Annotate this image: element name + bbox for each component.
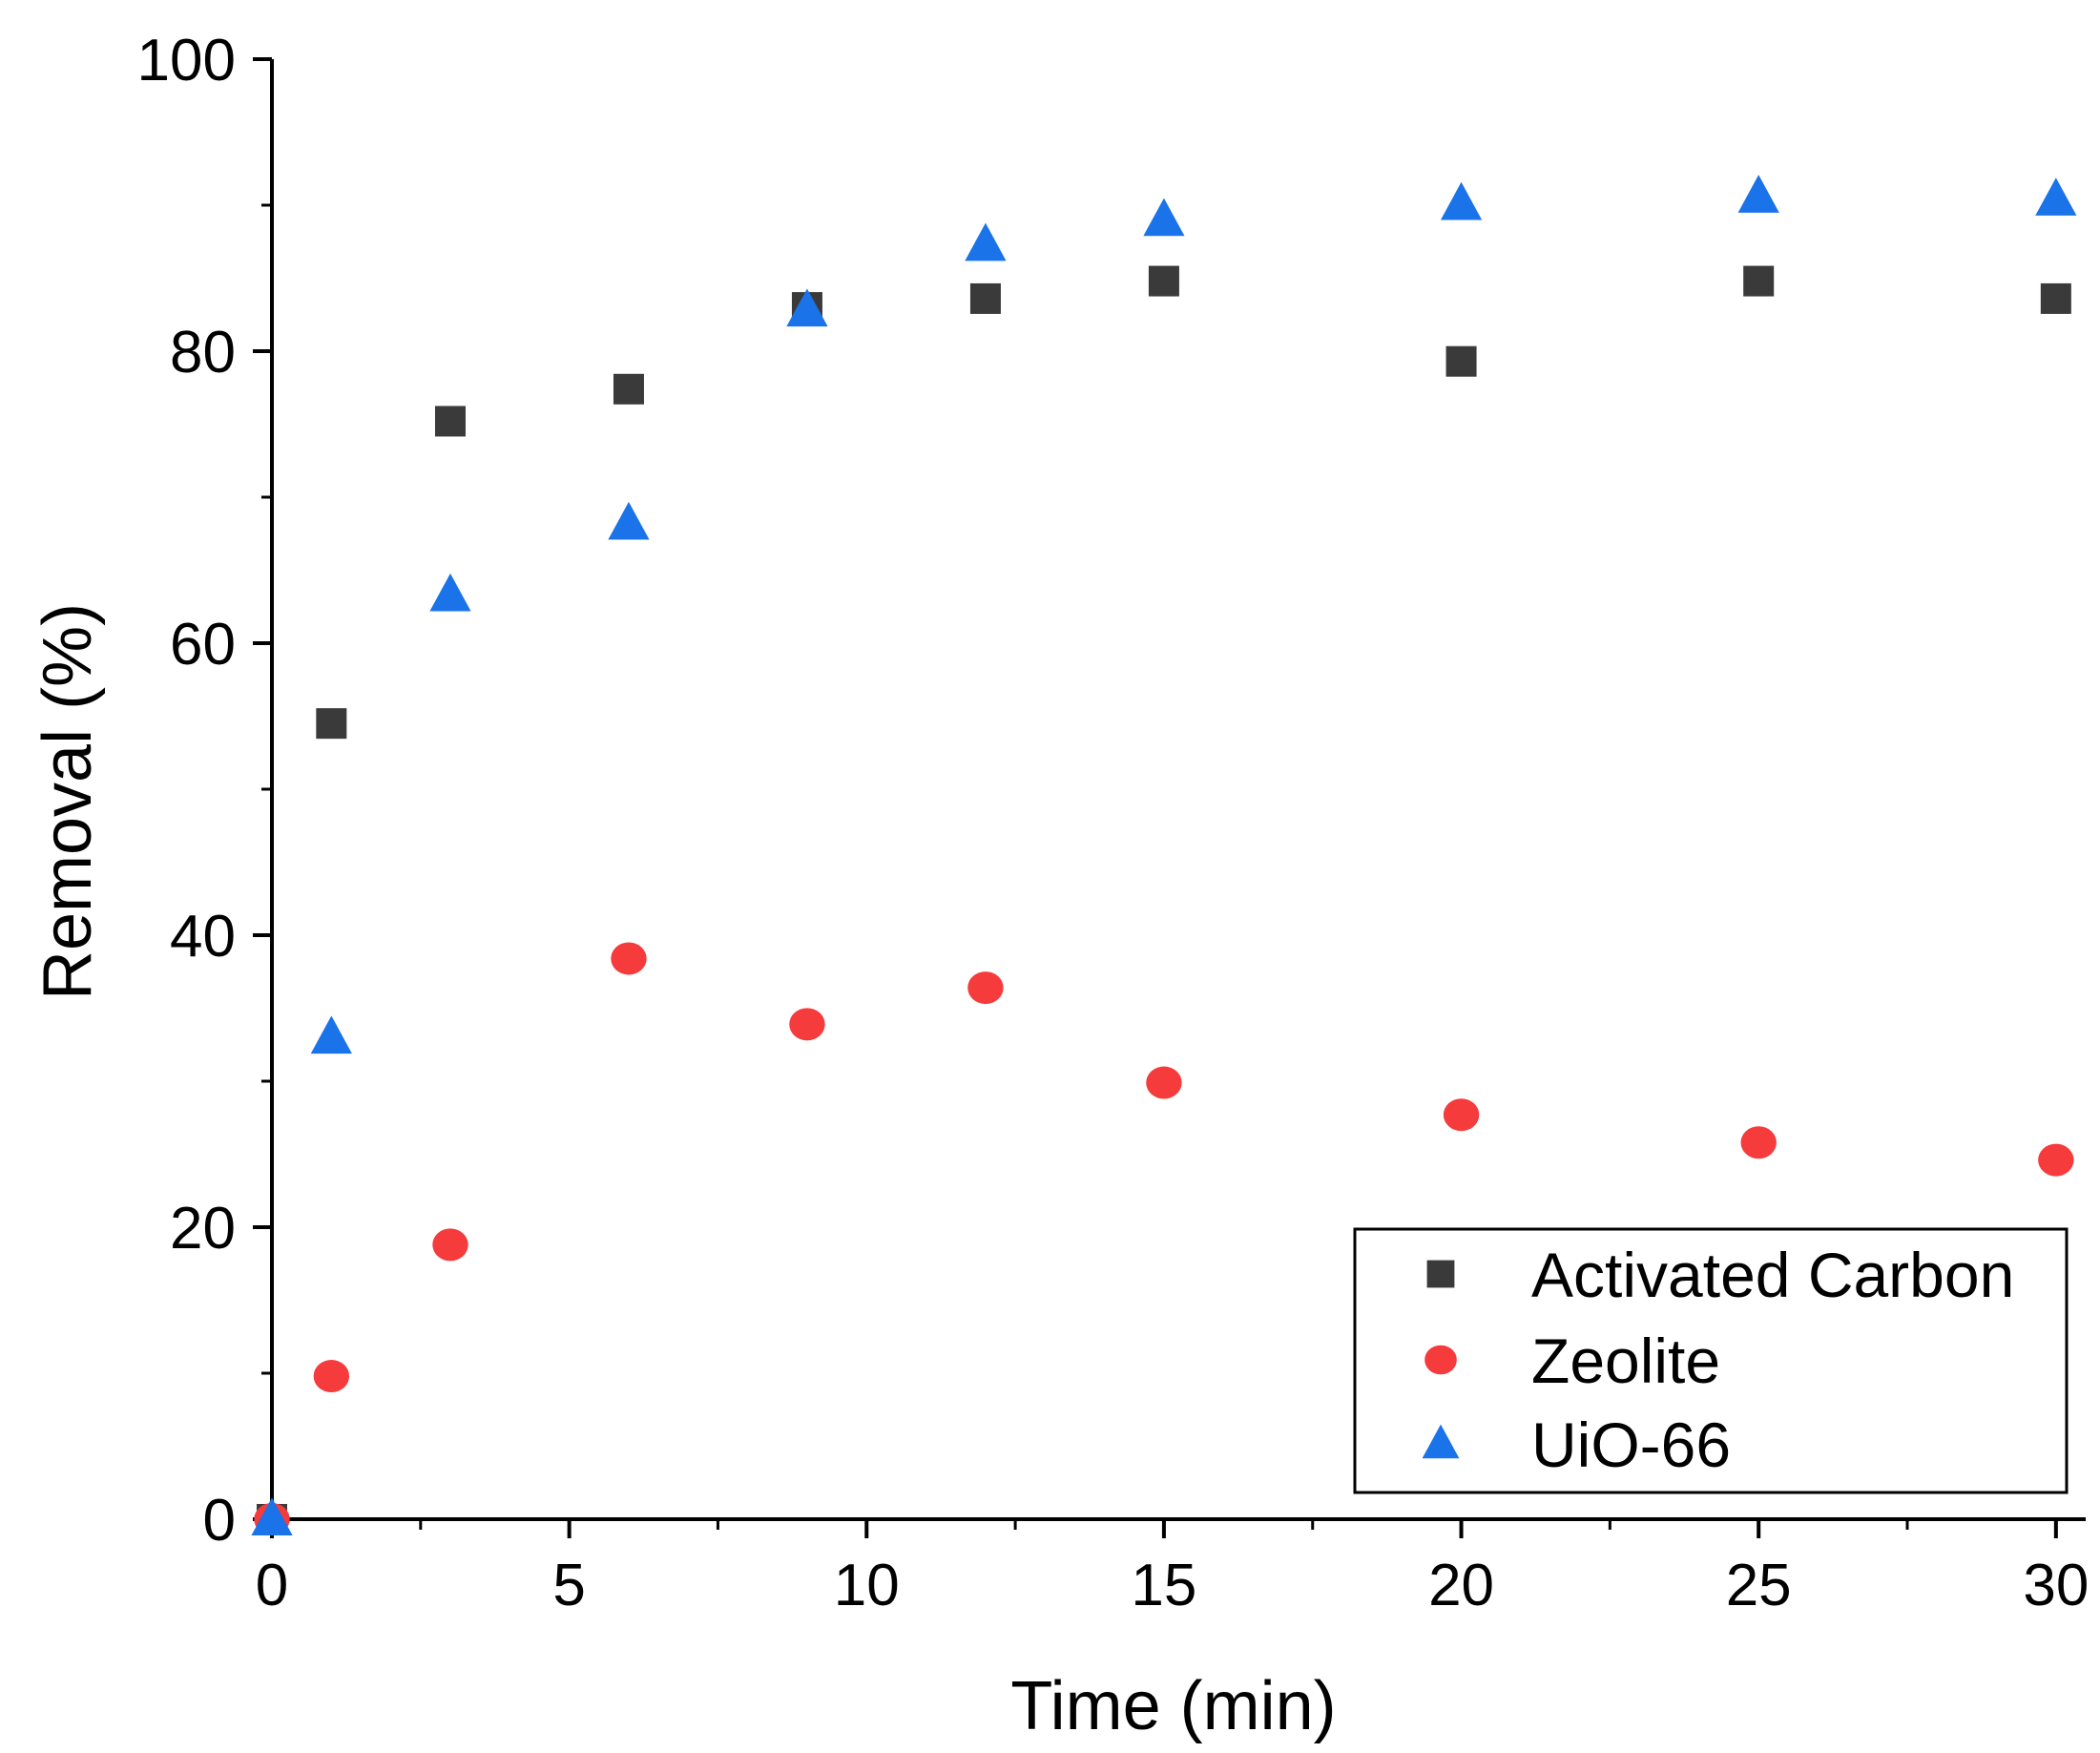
legend-label: Activated Carbon	[1531, 1240, 2014, 1310]
series-1	[254, 942, 2074, 1535]
data-point	[1148, 265, 1179, 297]
data-point	[310, 1015, 352, 1054]
legend-marker	[1424, 1345, 1457, 1375]
series-0	[257, 265, 2071, 1534]
data-point	[613, 373, 644, 405]
data-point	[611, 942, 647, 975]
x-tick-label: 25	[1726, 1553, 1792, 1618]
y-tick-label: 80	[170, 320, 236, 386]
x-tick-label: 15	[1131, 1553, 1196, 1618]
data-point	[967, 971, 1004, 1005]
tick-marks	[253, 57, 2058, 1538]
y-tick-label: 20	[170, 1196, 236, 1262]
data-point	[965, 222, 1007, 261]
data-point	[251, 1497, 293, 1536]
data-point	[1443, 1098, 1480, 1132]
legend-box	[1353, 1227, 2069, 1494]
x-tick-label: 0	[256, 1553, 288, 1618]
x-tick-label: 10	[834, 1553, 900, 1618]
data-point	[969, 282, 1001, 314]
legend-marker	[1426, 1260, 1455, 1288]
data-point	[1445, 345, 1477, 377]
data-point	[2040, 282, 2071, 314]
data-point	[1440, 181, 1483, 220]
data-point	[789, 1008, 825, 1041]
y-tick-label: 60	[170, 612, 236, 678]
x-tick-label: 5	[552, 1553, 585, 1618]
data-point	[786, 288, 828, 327]
data-point	[434, 406, 466, 437]
tick-labels: 0 5 10 15 20 25 30 0 20 40 60 80 100	[137, 28, 2090, 1618]
data-point	[429, 573, 471, 612]
data-point	[608, 501, 650, 540]
legend-marker	[1422, 1424, 1460, 1459]
series-2	[251, 175, 2077, 1536]
y-tick-label: 100	[137, 28, 236, 94]
data-point	[313, 1360, 350, 1393]
x-axis-title: Time (min)	[1010, 1668, 1336, 1744]
legend-label: Zeolite	[1531, 1325, 1720, 1396]
data-point	[1740, 1126, 1777, 1159]
legend: Activated Carbon Zeolite UiO-66	[1353, 1227, 2069, 1494]
data-point	[2035, 177, 2077, 216]
y-axis-title: Removal (%)	[30, 603, 106, 1000]
y-tick-label: 0	[203, 1488, 236, 1554]
data-point	[1143, 198, 1185, 237]
data-point	[1743, 265, 1775, 297]
legend-label: UiO-66	[1531, 1409, 1731, 1480]
data-markers	[251, 175, 2077, 1536]
data-point	[1146, 1066, 1182, 1099]
x-tick-label: 30	[2023, 1553, 2089, 1618]
data-point	[432, 1228, 468, 1262]
y-tick-label: 40	[170, 904, 236, 970]
x-tick-label: 20	[1428, 1553, 1494, 1618]
data-point	[2038, 1143, 2074, 1177]
data-point	[316, 708, 347, 740]
data-point	[1737, 175, 1779, 213]
